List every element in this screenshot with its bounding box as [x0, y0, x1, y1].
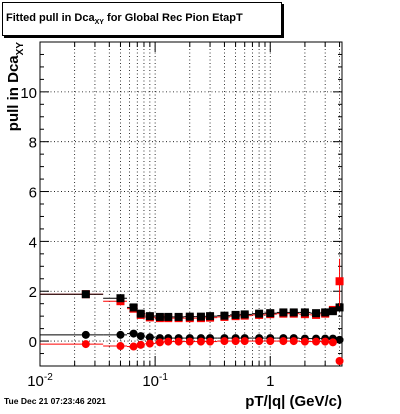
series-1-square-point: [136, 309, 145, 318]
series-1-square-point: [255, 309, 264, 318]
chart-title-subscript: XY: [94, 19, 104, 26]
series-1-square-point: [155, 312, 164, 321]
series-2-circle-point: [335, 335, 344, 344]
chart-title: Fitted pull in DcaXY for Global Rec Pion…: [3, 12, 243, 26]
y-tick-label: 10: [20, 85, 37, 102]
series-3-circle-point: [279, 337, 288, 346]
series-3-circle-point: [289, 337, 298, 346]
x-tick-label: 10-2: [27, 372, 53, 390]
series-3-circle-point: [255, 337, 264, 346]
series-1-square-point: [116, 294, 125, 303]
series-1-square-point: [231, 310, 240, 319]
x-tick-label: 10-1: [142, 372, 168, 390]
series-1-square-point: [129, 303, 138, 312]
series-1-square-point: [279, 308, 288, 317]
series-2-circle-point: [129, 329, 138, 338]
series-1-square-point: [81, 290, 90, 299]
series-1-square-point: [328, 307, 337, 316]
series-1-square-point: [145, 312, 154, 321]
series-3-circle-point: [321, 337, 330, 346]
series-3-circle-point: [185, 337, 194, 346]
series-1-square-point: [335, 303, 344, 312]
y-axis-title: pull in DcaXY: [5, 42, 26, 132]
series-3-circle-point: [129, 342, 138, 351]
series-2-circle-point: [136, 332, 145, 341]
series-2-circle-point: [81, 330, 90, 339]
series-3-circle-point: [136, 340, 145, 349]
series-1-square-point: [240, 310, 249, 319]
chart-title-prefix: Fitted pull in Dca: [6, 12, 95, 24]
series-3-circle-point: [81, 340, 90, 349]
series-1-square-point: [220, 311, 229, 320]
series-3-circle-point: [155, 338, 164, 347]
series-3-circle-point: [328, 338, 337, 347]
series-3-circle-point: [266, 337, 275, 346]
series-1-square-point: [266, 309, 275, 318]
series-1-square-point: [289, 308, 298, 317]
y-tick-label: 0: [29, 334, 37, 351]
series-3-circle-point: [231, 337, 240, 346]
series-3-circle-point: [206, 337, 215, 346]
series-3-circle-point: [300, 337, 309, 346]
series-1-square-point: [312, 309, 321, 318]
series-2-circle-point: [116, 330, 125, 339]
series-3-circle-point: [174, 337, 183, 346]
series-3-circle-point: [164, 337, 173, 346]
series-1-square-point: [300, 308, 309, 317]
series-3-circle-point: [335, 357, 344, 366]
series-3-circle-point: [240, 337, 249, 346]
series-1-square-point: [206, 312, 215, 321]
x-tick-label: 1: [266, 373, 274, 390]
timestamp: Tue Dec 21 07:23:46 2021: [4, 396, 106, 406]
series-3-circle-point: [312, 337, 321, 346]
series-3-circle-point: [116, 342, 125, 351]
series-1-square-point: [196, 312, 205, 321]
y-tick-label: 2: [29, 284, 37, 301]
series-1-square-point: [164, 312, 173, 321]
series-3-circle-point: [220, 337, 229, 346]
x-axis-title: pT/|q| (GeV/c): [245, 393, 342, 409]
y-tick-label: 6: [29, 185, 37, 202]
series-1-square-point: [174, 312, 183, 321]
series-1-square-point: [321, 308, 330, 317]
y-tick-label: 8: [29, 135, 37, 152]
chart-title-suffix: for Global Rec Pion EtapT: [103, 12, 243, 24]
series-3-circle-point: [145, 339, 154, 348]
series-2-circle-point: [145, 333, 154, 342]
series-1-square-point: [185, 312, 194, 321]
chart-title-box: Fitted pull in DcaXY for Global Rec Pion…: [2, 2, 282, 36]
y-tick-label: 4: [29, 234, 37, 251]
series-3-circle-point: [196, 337, 205, 346]
